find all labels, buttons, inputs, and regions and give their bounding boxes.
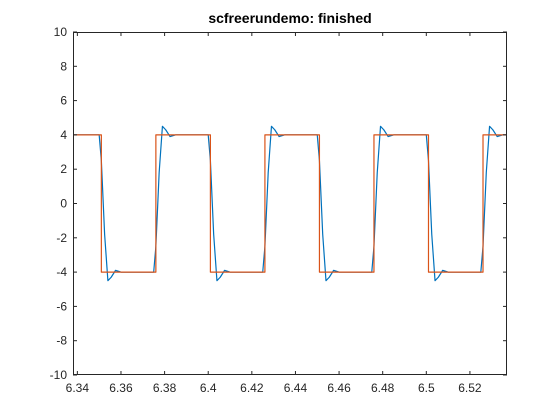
y-tick-label: 2 [60,162,67,176]
series-layer [73,125,507,282]
series-line-2 [73,134,507,273]
tick-layer: 6.34 6.36 6.38 6.4 6.42 6.44 6.46 6.48 6.5 6.52 10… [50,25,507,395]
y-tick-label: 4 [60,128,67,142]
chart-title: scfreerundemo: finished [208,10,371,26]
x-tick-label: 6.46 [327,381,351,395]
x-tick-label: 6.36 [109,381,133,395]
x-tick-label: 6.34 [66,381,90,395]
x-tick-label: 6.38 [153,381,177,395]
axes-background [73,32,507,375]
y-tick-label: -10 [50,368,68,382]
x-tick-label: 6.42 [240,381,264,395]
x-tick-label: 6.44 [284,381,308,395]
x-tick-label: 6.4 [200,381,217,395]
y-tick-label: 8 [60,59,67,73]
y-tick-label: -6 [56,299,67,313]
y-tick-label: -4 [56,265,67,279]
y-tick-label: 6 [60,94,67,108]
x-tick-label: 6.5 [418,381,435,395]
y-tick-label: 0 [60,197,67,211]
y-tick-label: -8 [56,334,67,348]
y-tick-label: 10 [54,25,68,39]
x-tick-label: 6.48 [371,381,395,395]
y-tick-label: -2 [56,231,67,245]
x-tick-label: 6.52 [458,381,482,395]
